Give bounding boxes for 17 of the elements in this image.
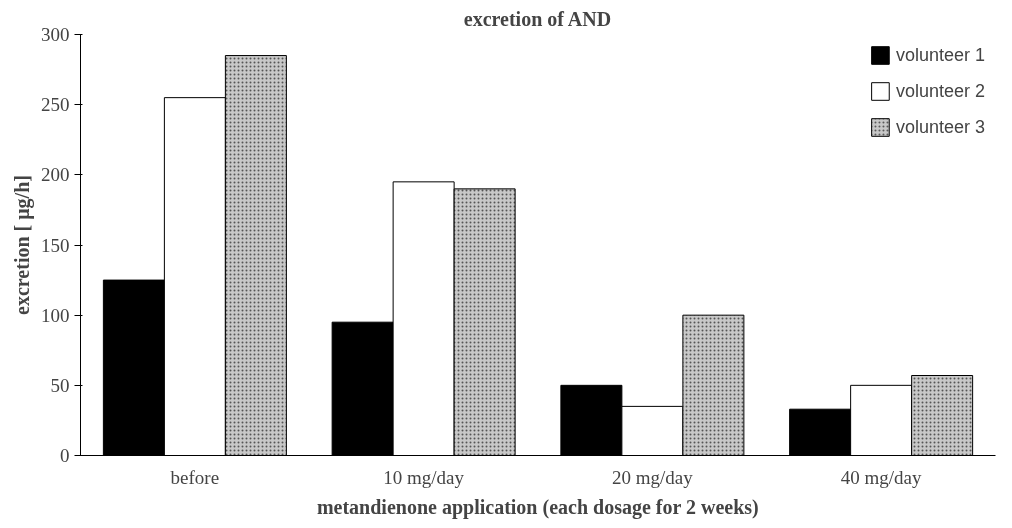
y-tick-label: 50 (50, 374, 70, 396)
y-tick-label: 150 (41, 234, 70, 256)
legend-label: volunteer 2 (895, 80, 985, 102)
x-tick-label: before (170, 466, 220, 488)
y-tick-label: 0 (60, 445, 70, 466)
y-axis-title: excretion [ μg/h] (11, 175, 34, 315)
x-tick-label: 10 mg/day (383, 466, 465, 488)
y-tick-label: 250 (41, 94, 70, 116)
x-tick-label: 20 mg/day (612, 466, 694, 488)
x-axis-title: metandienone application (each dosage for 2 weeks) (316, 495, 759, 519)
legend-label: volunteer 1 (895, 44, 985, 66)
chart-title: excretion of AND (463, 7, 612, 30)
y-tick-label: 100 (41, 304, 70, 326)
y-tick-label: 200 (41, 164, 70, 186)
legend-label: volunteer 3 (895, 116, 985, 138)
x-tick-label: 40 mg/day (840, 466, 922, 488)
y-tick-label: 300 (41, 24, 70, 45)
